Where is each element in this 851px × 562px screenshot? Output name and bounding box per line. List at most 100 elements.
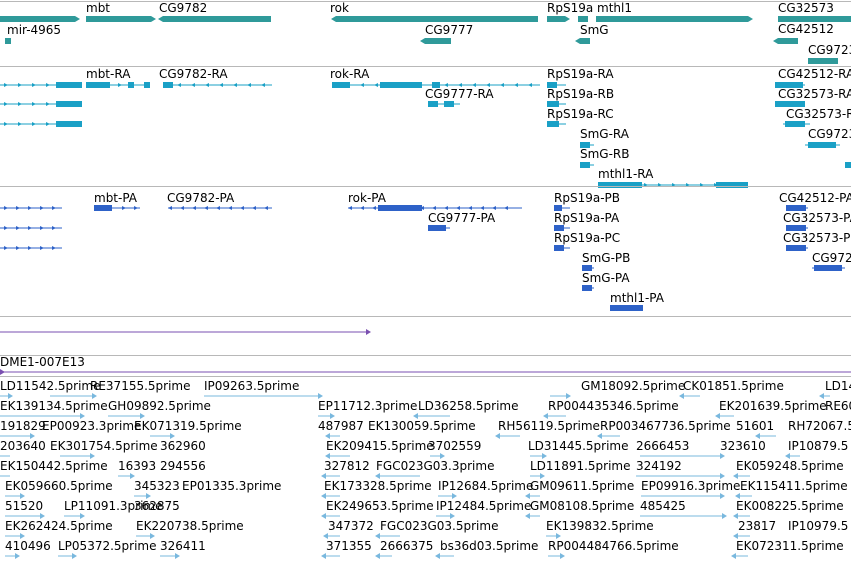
est-label[interactable]: EK150442.5prime [0, 459, 108, 473]
est-label[interactable]: GH09892.5prime [108, 399, 211, 413]
transcript-label[interactable]: SmG-RA [580, 127, 629, 141]
est-label[interactable]: 327812 [324, 459, 370, 473]
exon-block[interactable] [56, 101, 82, 107]
gene-label[interactable]: SmG [580, 23, 609, 37]
transcript-label[interactable]: CG32573-RB [786, 107, 851, 121]
gene-label[interactable]: mbt [86, 1, 111, 15]
exon-block[interactable] [716, 182, 748, 188]
est-label[interactable]: EK071319.5prime [134, 419, 242, 433]
est-label[interactable]: EK139134.5prime [0, 399, 108, 413]
gene-label[interactable]: mthl1 [597, 1, 632, 15]
est-label[interactable]: 324192 [636, 459, 682, 473]
gene-label[interactable]: CG9777 [425, 23, 474, 37]
est-label[interactable]: IP09263.5prime [204, 379, 300, 393]
est-label[interactable]: EK301754.5prime [50, 439, 158, 453]
cds-block[interactable] [786, 205, 806, 211]
est-label[interactable]: RH56119.5prime [498, 419, 600, 433]
transcript-label[interactable]: CG42512-RA [778, 67, 851, 81]
transcript-label[interactable]: RpS19a-RC [547, 107, 614, 121]
cds-block[interactable] [428, 225, 446, 231]
cds-block[interactable] [786, 225, 806, 231]
est-label[interactable]: 294556 [160, 459, 206, 473]
est-label[interactable]: RP004484766.5prime [548, 539, 679, 553]
gene-glyph[interactable] [808, 58, 838, 64]
est-label[interactable]: RE60 [825, 399, 851, 413]
cds-block[interactable] [582, 265, 592, 271]
est-label[interactable]: EK262424.5prime [5, 519, 113, 533]
transcript-label[interactable]: mbt-RA [86, 67, 131, 81]
est-label[interactable]: EK008225.5prime [736, 499, 844, 513]
est-label[interactable]: 326411 [160, 539, 206, 553]
gene-glyph[interactable] [86, 16, 151, 22]
exon-block[interactable] [598, 182, 642, 188]
exon-block[interactable] [56, 121, 82, 127]
cds-block[interactable] [786, 245, 806, 251]
est-label[interactable]: EK249653.5prime [326, 499, 434, 513]
est-label[interactable]: GM18092.5prime [581, 379, 686, 393]
exon-block[interactable] [428, 101, 438, 107]
exon-block[interactable] [775, 101, 805, 107]
exon-block[interactable] [332, 82, 350, 88]
transcript-label[interactable]: CG9782-RA [159, 67, 228, 81]
est-label[interactable]: 487987 [318, 419, 364, 433]
est-label[interactable]: EP09916.3prime [641, 479, 741, 493]
est-label[interactable]: LD14 [825, 379, 851, 393]
exon-block[interactable] [163, 82, 173, 88]
est-label[interactable]: EK059660.5prime [5, 479, 113, 493]
exon-block[interactable] [128, 82, 134, 88]
transcript-label[interactable]: RpS19a-RA [547, 67, 614, 81]
exon-block[interactable] [86, 82, 110, 88]
protein-label[interactable]: rok-PA [348, 191, 386, 205]
est-label[interactable]: 2666453 [636, 439, 690, 453]
est-label[interactable]: RP004435346.5prime [548, 399, 679, 413]
est-label[interactable]: IP10979.5 [788, 519, 849, 533]
est-label[interactable]: EK209415.5prime [326, 439, 434, 453]
scaffold-label[interactable]: DME1-007E13 [0, 355, 85, 369]
gene-glyph[interactable] [163, 16, 271, 22]
transcript-label[interactable]: SmG-RB [580, 147, 630, 161]
gene-label[interactable]: CG9782 [159, 1, 208, 15]
exon-block[interactable] [547, 82, 557, 88]
est-label[interactable]: LP11091.3prime [64, 499, 163, 513]
protein-label[interactable]: mthl1-PA [610, 291, 664, 305]
est-label[interactable]: EK072311.5prime [736, 539, 844, 553]
est-label[interactable]: LP05372.5prime [58, 539, 157, 553]
est-label[interactable]: IP10879.5 [788, 439, 849, 453]
protein-label[interactable]: RpS19a-PB [554, 191, 620, 205]
est-label[interactable]: LD36258.5prime [418, 399, 519, 413]
est-label[interactable]: GM08108.5prime [530, 499, 635, 513]
gene-glyph[interactable] [778, 16, 851, 22]
protein-label[interactable]: RpS19a-PA [554, 211, 620, 225]
est-label[interactable]: 410496 [5, 539, 51, 553]
est-label[interactable]: FGC023G03.3prime [376, 459, 495, 473]
est-label[interactable]: EK173328.5prime [324, 479, 432, 493]
est-label[interactable]: 485425 [640, 499, 686, 513]
protein-label[interactable]: CG9723-PA [812, 251, 851, 265]
gene-label[interactable]: CG32573 [778, 1, 834, 15]
gene-label[interactable]: RpS19a [547, 1, 594, 15]
gene-glyph[interactable] [580, 38, 590, 44]
exon-block[interactable] [785, 121, 805, 127]
est-label[interactable]: LD11542.5prime [0, 379, 101, 393]
exon-block[interactable] [144, 82, 150, 88]
est-label[interactable]: CK01851.5prime [683, 379, 784, 393]
est-label[interactable]: EK220738.5prime [136, 519, 244, 533]
transcript-label[interactable]: RpS19a-RB [547, 87, 615, 101]
gene-glyph[interactable] [0, 16, 75, 22]
est-label[interactable]: IP12684.5prime [438, 479, 534, 493]
gene-label[interactable]: CG9723 [808, 43, 851, 57]
cds-block[interactable] [554, 205, 562, 211]
gene-glyph[interactable] [778, 38, 798, 44]
protein-label[interactable]: SmG-PB [582, 251, 631, 265]
cds-block[interactable] [582, 285, 592, 291]
exon-block[interactable] [580, 142, 590, 148]
est-label[interactable]: RE37155.5prime [90, 379, 191, 393]
gene-label[interactable]: rok [330, 1, 349, 15]
est-label[interactable]: LD31445.5prime [528, 439, 629, 453]
protein-label[interactable]: CG32573-PB [783, 231, 851, 245]
cds-block[interactable] [94, 205, 112, 211]
protein-label[interactable]: SmG-PA [582, 271, 630, 285]
transcript-label[interactable]: CG32573-RA [778, 87, 851, 101]
